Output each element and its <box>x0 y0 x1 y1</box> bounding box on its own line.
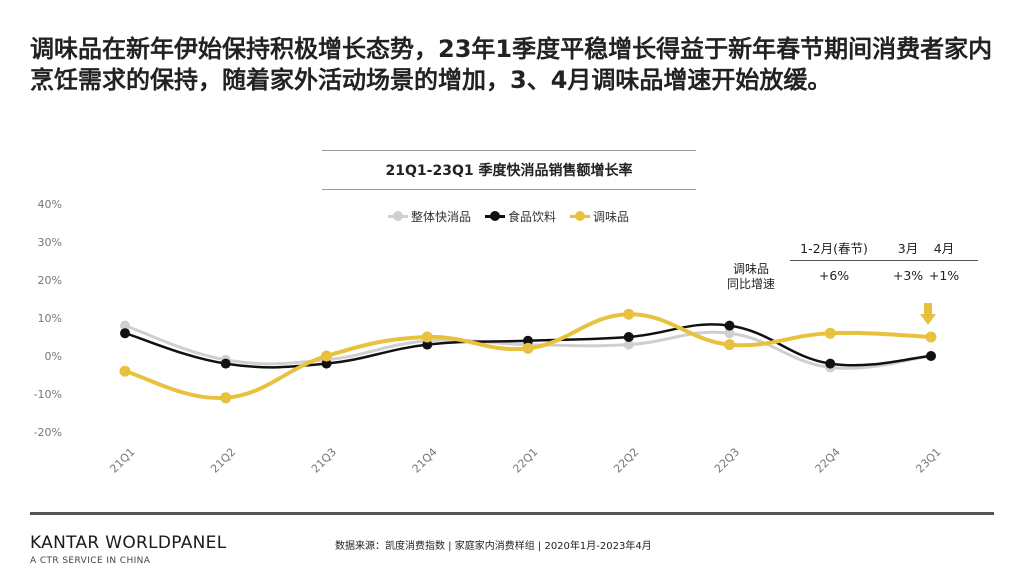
data-point-food-beverage <box>926 351 936 361</box>
x-tick-label: 23Q1 <box>913 445 943 475</box>
data-point-food-beverage <box>523 335 533 346</box>
data-point-condiment <box>824 327 836 339</box>
annotation-header-row: 1-2月(春节) 3月 4月 <box>790 236 978 260</box>
x-tick-label: 21Q1 <box>107 445 137 475</box>
data-point-overall <box>120 320 130 331</box>
annotation-header-jan-feb: 1-2月(春节) <box>800 241 868 256</box>
data-source-note: 数据来源：凯度消费指数 | 家庭家内消费样组 | 2020年1月-2023年4月 <box>335 541 652 552</box>
x-tick-label: 21Q4 <box>410 445 440 475</box>
x-tick-label: 21Q2 <box>208 445 238 475</box>
data-point-overall <box>724 328 735 339</box>
legend-label-overall: 整体快消品 <box>411 209 472 224</box>
data-point-condiment <box>522 342 534 354</box>
footer-divider <box>30 512 994 515</box>
chart-title: 21Q1-23Q1 季度快消品销售额增长率 <box>385 163 633 179</box>
data-point-food-beverage <box>724 320 735 331</box>
annotation-header-apr: 4月 <box>933 241 955 256</box>
data-point-food-beverage <box>220 358 231 369</box>
x-tick-label: 21Q3 <box>309 445 339 475</box>
annotation-label-line2: 同比增速 <box>726 277 775 291</box>
down-arrow-icon <box>920 303 936 325</box>
annotation-value-row: +6% +3% +1% <box>790 266 978 286</box>
annotation-table: 1-2月(春节) 3月 4月 +6% +3% +1% <box>790 236 978 283</box>
chart-title-frame: 21Q1-23Q1 季度快消品销售额增长率 <box>322 150 696 190</box>
data-point-condiment <box>724 339 735 351</box>
x-tick-label: 22Q3 <box>712 445 742 475</box>
data-point-food-beverage <box>623 332 634 342</box>
data-point-condiment <box>119 365 131 377</box>
annotation-value-jan-feb: +6% <box>818 268 850 283</box>
data-point-condiment <box>925 331 937 343</box>
x-tick-label: 22Q4 <box>813 445 843 475</box>
data-point-condiment <box>421 331 433 343</box>
annotation-header-mar: 3月 <box>897 241 919 256</box>
y-tick-label: 10% <box>38 312 62 325</box>
legend-swatch-overall <box>388 211 408 221</box>
series-line-condiment <box>123 312 933 400</box>
annotation-value-mar: +3% <box>892 268 924 283</box>
annotation-label: 调味品 同比增速 <box>718 262 784 292</box>
legend-swatch-food-beverage <box>485 211 506 221</box>
legend-item-condiment: 调味品 <box>570 208 629 225</box>
brand-tagline: A CTR SERVICE IN CHINA <box>30 556 151 566</box>
x-tick-label: 22Q1 <box>510 445 540 475</box>
brand-logo: KANTAR WORLDPANEL <box>30 533 227 553</box>
y-tick-label: -20% <box>34 426 62 439</box>
y-tick-label: -10% <box>34 388 62 401</box>
legend-item-overall: 整体快消品 <box>388 208 471 225</box>
y-tick-label: 20% <box>38 274 62 287</box>
y-tick-label: 40% <box>38 198 62 211</box>
data-point-overall <box>623 339 634 350</box>
headline: 调味品在新年伊始保持积极增长态势，23年1季度平稳增长得益于新年春节期间消费者家… <box>30 35 993 94</box>
annotation-label-line1: 调味品 <box>732 262 769 276</box>
data-point-food-beverage <box>120 328 130 339</box>
chart-legend: 整体快消品 食品饮料 调味品 <box>388 208 629 224</box>
data-point-food-beverage <box>321 358 332 369</box>
legend-label-condiment: 调味品 <box>593 209 630 224</box>
data-point-condiment <box>321 350 332 362</box>
annotation-divider <box>790 260 978 261</box>
legend-label-food-beverage: 食品饮料 <box>508 209 557 224</box>
y-tick-label: 0% <box>45 350 62 363</box>
y-tick-label: 30% <box>38 236 62 249</box>
x-tick-label: 22Q2 <box>611 445 641 475</box>
data-point-food-beverage <box>825 358 836 369</box>
legend-item-food-beverage: 食品饮料 <box>485 208 556 225</box>
data-point-condiment <box>220 392 232 404</box>
annotation-value-apr: +1% <box>928 268 960 283</box>
legend-swatch-condiment <box>570 211 591 221</box>
data-point-condiment <box>623 308 635 320</box>
data-point-food-beverage <box>422 339 433 350</box>
